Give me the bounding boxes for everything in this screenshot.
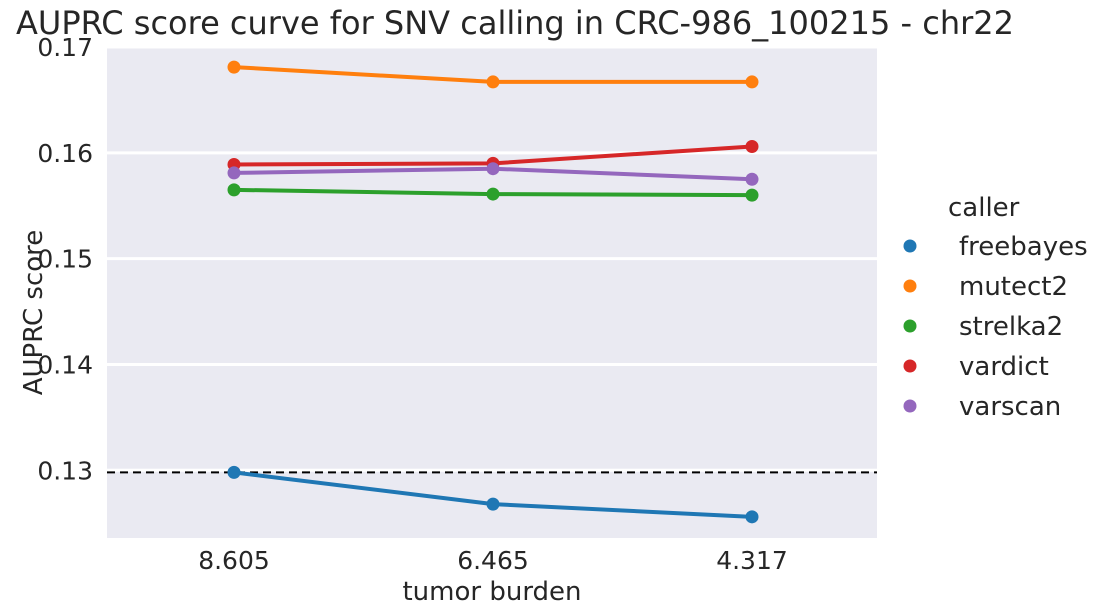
series-varscan: [227, 162, 759, 186]
x-axis-ticks: 8.605 6.465 4.317: [198, 546, 788, 575]
chart-title: AUPRC score curve for SNV calling in CRC…: [16, 4, 1014, 42]
legend-marker: [903, 359, 917, 373]
data-point-freebayes: [486, 497, 500, 511]
legend-label: vardict: [959, 352, 1049, 382]
legend-marker: [903, 399, 917, 413]
legend-label: varscan: [959, 392, 1061, 422]
y-tick-label: 0.14: [37, 350, 93, 379]
grid-lines: [107, 45, 877, 472]
series-strelka2: [227, 183, 759, 202]
data-point-vardict: [745, 139, 759, 153]
series-freebayes: [227, 465, 759, 524]
data-point-varscan: [227, 166, 241, 180]
data-point-strelka2: [745, 188, 759, 202]
legend-marker: [903, 319, 917, 333]
data-point-varscan: [486, 162, 500, 176]
x-axis-label: tumor burden: [402, 577, 581, 607]
legend: caller freebayes mutect2 strelka2 vardict va…: [903, 193, 1088, 422]
data-point-freebayes: [745, 510, 759, 524]
x-tick-label: 4.317: [716, 546, 788, 575]
legend-label: strelka2: [959, 312, 1063, 342]
y-tick-label: 0.17: [37, 33, 93, 62]
data-point-freebayes: [227, 465, 241, 479]
legend-item-vardict: vardict: [903, 352, 1049, 382]
legend-item-mutect2: mutect2: [903, 272, 1068, 302]
series-group: [227, 60, 759, 524]
x-tick-label: 6.465: [457, 546, 529, 575]
legend-item-strelka2: strelka2: [903, 312, 1063, 342]
legend-marker: [903, 279, 917, 293]
data-point-strelka2: [486, 187, 500, 201]
data-point-mutect2: [227, 60, 241, 74]
y-axis-ticks: 0.13 0.14 0.15 0.16 0.17: [37, 33, 93, 485]
legend-label: freebayes: [959, 232, 1088, 262]
y-tick-label: 0.13: [37, 456, 93, 485]
legend-item-varscan: varscan: [903, 392, 1061, 422]
legend-label: mutect2: [959, 272, 1068, 302]
data-point-varscan: [745, 172, 759, 186]
data-point-mutect2: [486, 75, 500, 89]
y-tick-label: 0.16: [37, 139, 93, 168]
legend-item-freebayes: freebayes: [903, 232, 1088, 262]
plot-area: [107, 47, 877, 538]
y-tick-label: 0.15: [37, 245, 93, 274]
data-point-mutect2: [745, 75, 759, 89]
series-mutect2: [227, 60, 759, 89]
data-point-strelka2: [227, 183, 241, 197]
x-tick-label: 8.605: [198, 546, 270, 575]
y-axis-label: AUPRC score: [19, 230, 49, 396]
legend-marker: [903, 239, 917, 253]
legend-title: caller: [948, 193, 1020, 223]
